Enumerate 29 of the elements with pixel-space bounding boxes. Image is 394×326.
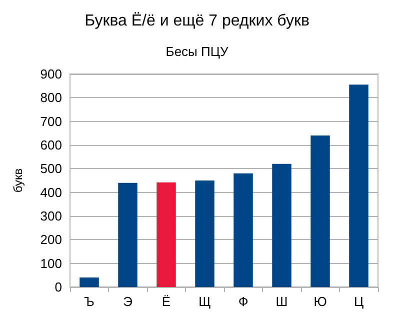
y-tick-label: 600 xyxy=(40,138,62,152)
chart-title: Буква Ё/ё и ещё 7 редких букв xyxy=(84,12,310,30)
bar xyxy=(195,180,214,287)
bar xyxy=(234,173,253,287)
y-tick-label: 100 xyxy=(40,256,62,271)
y-tick-label: 800 xyxy=(40,90,62,106)
chart-subtitle: Бесы ПЦУ xyxy=(166,44,229,59)
bar xyxy=(80,278,99,287)
y-tick-label: 0 xyxy=(54,280,62,294)
bar xyxy=(272,164,292,287)
bar xyxy=(118,182,138,287)
x-tick-label: Ш xyxy=(276,294,288,309)
y-tick-label: 200 xyxy=(40,232,62,248)
y-tick-label: 900 xyxy=(40,66,62,82)
x-tick-label: Ц xyxy=(354,294,364,309)
x-tick-label: Ю xyxy=(314,294,327,309)
y-tick-label: 300 xyxy=(40,208,62,224)
x-tick-label: Щ xyxy=(198,294,211,309)
bar xyxy=(156,182,176,287)
x-tick-label: Ф xyxy=(238,294,248,309)
x-tick-label: Ъ xyxy=(84,294,94,309)
y-tick-label: 400 xyxy=(40,184,62,200)
y-axis-title: букв xyxy=(11,168,25,193)
bar xyxy=(310,136,330,287)
y-tick-label: 500 xyxy=(40,161,62,176)
y-tick-label: 700 xyxy=(40,114,62,129)
bar xyxy=(349,84,368,287)
x-tick-label: Э xyxy=(123,294,132,309)
x-tick-label: Ё xyxy=(162,294,171,309)
